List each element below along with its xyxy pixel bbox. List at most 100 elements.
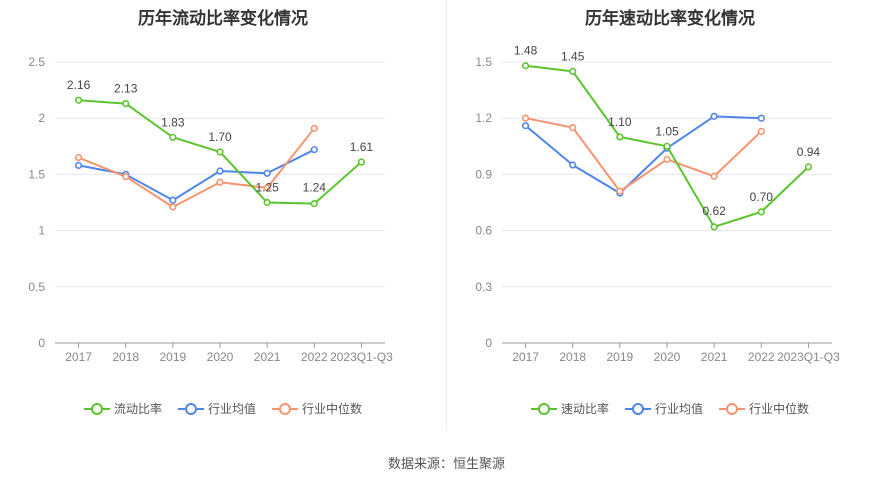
data-point (122, 173, 130, 181)
data-source-note: 数据来源：恒生聚源 (387, 456, 505, 471)
data-point (357, 158, 366, 166)
x-tick-label: 2017 (65, 350, 92, 364)
panel-divider (446, 0, 447, 430)
y-tick-label: 1.5 (475, 55, 492, 69)
y-tick-label: 2 (38, 111, 45, 125)
y-tick-label: 1 (38, 224, 45, 238)
y-tick-label: 0 (38, 336, 45, 350)
data-point (663, 142, 671, 150)
x-tick-label: 2020 (207, 350, 234, 364)
data-label: 0.62 (702, 204, 726, 218)
data-point (74, 161, 83, 170)
data-point (569, 123, 577, 132)
data-label: 1.83 (161, 115, 185, 129)
data-label: 0.94 (797, 145, 821, 159)
current-ratio-panel: 历年流动比率变化情况 0 0.5 1 1.5 2 2.5 2017 2018 2019 2020 2… (0, 0, 446, 430)
data-point (521, 122, 530, 130)
data-point (569, 161, 577, 169)
data-point (757, 114, 765, 122)
data-label: 2.16 (67, 78, 91, 92)
legend-item-industry-avg[interactable]: 行业均值 (177, 400, 256, 417)
legend-item-industry-median[interactable]: 行业中位数 (272, 400, 362, 417)
legend-marker-icon (177, 402, 204, 415)
x-tick-label: 2022 (301, 350, 328, 364)
data-label: 1.48 (514, 44, 538, 58)
series-line (78, 127, 316, 208)
y-tick-label: 1.2 (475, 111, 492, 125)
data-point (710, 172, 718, 180)
data-point (310, 200, 318, 208)
series-line (78, 148, 315, 202)
data-point (663, 155, 671, 164)
data-label: 1.24 (303, 181, 327, 195)
x-tick-label: 2022 (748, 350, 775, 364)
data-label: 1.05 (655, 124, 679, 138)
data-point (310, 146, 318, 154)
data-point (169, 133, 177, 141)
legend-marker-icon (624, 402, 651, 415)
data-point (569, 67, 577, 75)
x-tick-label: 2023Q1-Q3 (330, 350, 393, 364)
series-line (525, 117, 762, 193)
data-point (216, 178, 224, 186)
data-point (310, 124, 318, 132)
legend-label: 流动比率 (113, 402, 162, 416)
x-tick-label: 2017 (512, 350, 539, 364)
x-tick-label: 2021 (701, 350, 728, 364)
data-label: 1.61 (350, 140, 374, 154)
legend-item-industry-median[interactable]: 行业中位数 (719, 400, 809, 417)
x-tick-label: 2018 (559, 350, 586, 364)
legend-label: 速动比率 (560, 402, 609, 416)
data-label: 1.10 (608, 115, 632, 129)
data-point (757, 208, 765, 216)
y-tick-label: 0.6 (475, 224, 492, 238)
legend-item-industry-avg[interactable]: 行业均值 (624, 400, 703, 417)
y-tick-label: 2.5 (28, 55, 45, 69)
data-label: 1.25 (255, 181, 279, 195)
data-label: 2.13 (114, 82, 138, 96)
data-label: 0.70 (750, 190, 774, 204)
data-point (74, 96, 83, 104)
legend-label: 行业中位数 (302, 402, 363, 416)
x-tick-label: 2020 (654, 350, 681, 364)
data-point (710, 112, 718, 120)
x-tick-label: 2023Q1-Q3 (777, 350, 840, 364)
x-tick-label: 2021 (254, 350, 281, 364)
legend-label: 行业均值 (207, 402, 256, 416)
data-point (710, 223, 718, 231)
chart-title: 历年速动比率变化情况 (585, 9, 755, 28)
data-point (521, 62, 530, 70)
y-tick-label: 0.3 (475, 280, 492, 294)
legend: 流动比率 行业均值 行业中位数 (0, 400, 446, 417)
legend-item-current-ratio[interactable]: 流动比率 (83, 400, 162, 417)
y-tick-label: 1.5 (28, 167, 45, 181)
data-label: 1.70 (208, 130, 232, 144)
x-tick-label: 2019 (160, 350, 187, 364)
legend-marker-icon (719, 402, 745, 415)
data-point (169, 203, 177, 211)
data-point (169, 196, 177, 204)
legend: 速动比率 行业均值 行业中位数 (447, 400, 893, 417)
data-point (616, 187, 624, 195)
current-ratio-chart: 0 0.5 1 1.5 2 2.5 2017 2018 2019 2020 2021 2022 2023… (28, 55, 393, 364)
legend-item-quick-ratio[interactable]: 速动比率 (530, 400, 609, 417)
chart-title: 历年流动比率变化情况 (138, 9, 308, 28)
data-point (216, 148, 224, 156)
x-tick-label: 2018 (112, 350, 139, 364)
data-point (263, 184, 271, 192)
data-point (122, 99, 130, 108)
data-label: 1.45 (561, 49, 585, 63)
legend-label: 行业中位数 (749, 402, 810, 416)
data-point (521, 114, 530, 122)
quick-ratio-chart: 0 0.3 0.6 0.9 1.2 1.5 2017 2018 2019 2020 2021 2022… (475, 44, 840, 364)
y-tick-label: 0 (485, 336, 492, 350)
series-line (524, 115, 762, 195)
legend-label: 行业均值 (654, 402, 703, 416)
data-point (263, 198, 271, 207)
legend-marker-icon (272, 402, 298, 415)
data-point (804, 163, 813, 171)
quick-ratio-panel: 历年速动比率变化情况 0 0.3 0.6 0.9 1.2 1.5 2017 2018 2019 2… (447, 0, 893, 430)
x-tick-label: 2019 (607, 350, 634, 364)
y-tick-label: 0.5 (28, 280, 45, 294)
data-point (263, 169, 271, 177)
